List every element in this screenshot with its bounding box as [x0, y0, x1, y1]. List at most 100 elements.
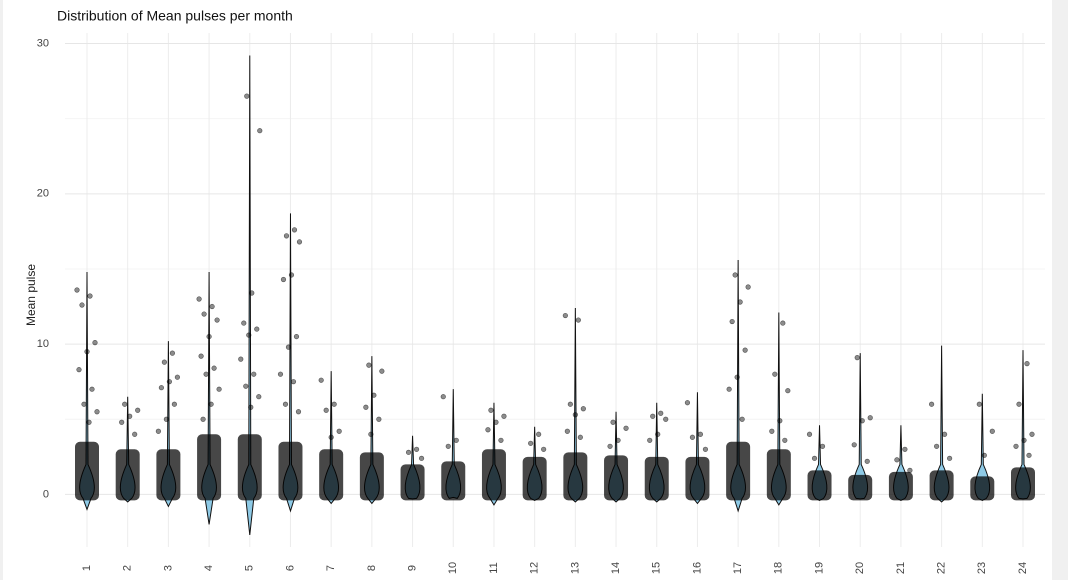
jitter-point	[929, 401, 935, 407]
jitter-point	[79, 302, 85, 308]
jitter-point	[87, 293, 93, 299]
jitter-point	[328, 434, 334, 440]
jitter-point	[769, 428, 775, 434]
jitter-point	[92, 340, 98, 346]
jitter-point	[610, 419, 616, 425]
x-tick-label: 11	[488, 562, 500, 573]
jitter-point	[684, 400, 691, 406]
jitter-point	[697, 431, 704, 437]
jitter-point	[726, 386, 732, 392]
point-cloud	[888, 471, 913, 501]
jitter-point	[655, 431, 661, 437]
jitter-point	[580, 406, 586, 412]
jitter-point	[702, 446, 709, 452]
jitter-point	[214, 317, 220, 323]
jitter-point	[729, 318, 735, 325]
jitter-point	[196, 296, 202, 302]
jitter-point	[89, 386, 95, 392]
x-tick-label: 12	[529, 562, 541, 574]
jitter-point	[132, 431, 138, 437]
jitter-point	[663, 416, 669, 422]
jitter-point	[418, 455, 425, 461]
jitter-point	[501, 413, 507, 419]
jitter-point	[323, 407, 329, 413]
jitter-point	[405, 449, 412, 455]
jitter-point	[607, 443, 613, 449]
x-tick-label: 1	[81, 565, 93, 571]
jitter-point	[902, 446, 908, 452]
jitter-point	[623, 425, 629, 431]
jitter-point	[363, 404, 369, 410]
jitter-point	[894, 457, 900, 463]
jitter-point	[1029, 431, 1035, 437]
jitter-point	[119, 419, 125, 425]
jitter-point	[366, 362, 372, 368]
jitter-point	[976, 401, 982, 407]
jitter-point	[163, 416, 169, 422]
point-cloud	[156, 449, 181, 501]
point-cloud	[685, 456, 710, 501]
x-tick-label: 13	[569, 562, 581, 574]
jitter-point	[198, 353, 204, 359]
x-tick-label: 9	[406, 565, 418, 571]
jitter-point	[819, 443, 826, 449]
point-cloud	[197, 434, 222, 501]
jitter-point	[295, 409, 302, 415]
y-tick-label: 20	[37, 188, 49, 200]
jitter-point	[777, 418, 783, 424]
point-cloud	[807, 470, 832, 501]
x-tick-label: 20	[854, 562, 866, 574]
jitter-point	[94, 409, 100, 415]
jitter-point	[647, 437, 653, 443]
jitter-point	[201, 311, 207, 317]
x-tick-label: 21	[895, 562, 907, 574]
point-cloud	[319, 449, 344, 501]
jitter-point	[127, 413, 133, 419]
jitter-point	[166, 379, 172, 385]
jitter-point	[562, 312, 568, 319]
jitter-point	[243, 383, 249, 389]
jitter-point	[331, 401, 337, 407]
x-tick-label: 10	[447, 562, 459, 574]
x-tick-label: 2	[122, 565, 134, 571]
jitter-point	[413, 446, 420, 452]
jitter-point	[293, 333, 300, 340]
jitter-point	[577, 434, 583, 440]
jitter-point	[288, 272, 295, 278]
x-tick-label: 19	[813, 562, 825, 574]
jitter-point	[772, 371, 778, 377]
x-tick-label: 16	[691, 562, 703, 574]
jitter-point	[575, 317, 581, 323]
x-tick-label: 14	[610, 562, 622, 574]
jitter-point	[246, 332, 252, 338]
point-cloud	[848, 474, 873, 501]
jitter-point	[155, 428, 161, 434]
point-cloud	[481, 449, 506, 501]
point-cloud	[970, 476, 995, 501]
jitter-point	[989, 428, 995, 434]
x-tick-label: 4	[203, 565, 215, 571]
jitter-point	[734, 374, 740, 380]
jitter-point	[440, 394, 446, 400]
jitter-point	[282, 401, 289, 407]
jitter-point	[867, 415, 873, 421]
jitter-point	[485, 427, 491, 433]
jitter-point	[1016, 401, 1022, 407]
y-tick-label: 10	[37, 338, 49, 350]
point-cloud	[359, 452, 384, 501]
jitter-point	[811, 455, 818, 461]
jitter-point	[981, 452, 987, 458]
jitter-point	[742, 347, 748, 353]
jitter-point	[1021, 437, 1027, 443]
jitter-point	[572, 412, 578, 418]
y-axis-label: Mean pulse	[24, 264, 38, 326]
jitter-point	[859, 418, 865, 424]
jitter-point	[208, 401, 214, 407]
jitter-point	[453, 437, 459, 443]
jitter-point	[782, 437, 788, 443]
point-cloud	[522, 456, 547, 501]
jitter-point	[368, 431, 374, 437]
jitter-point	[785, 388, 791, 394]
